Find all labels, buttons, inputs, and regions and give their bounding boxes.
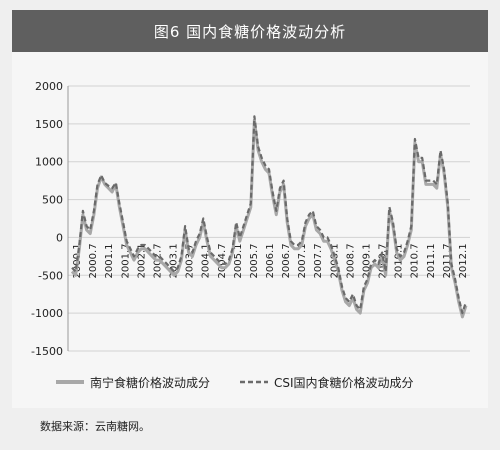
y-tick-label: 2000 <box>35 80 63 93</box>
x-tick-label: 2011.1 <box>426 243 437 278</box>
legend-label: CSI国内食糖价格波动成分 <box>274 375 414 390</box>
legend-label: 南宁食糖价格波动成分 <box>90 375 210 390</box>
x-tick-label: 2004.7 <box>217 243 228 278</box>
x-tick-label: 2003.7 <box>185 243 196 278</box>
chart-title-bar: 图6 国内食糖价格波动分析 <box>12 10 488 52</box>
x-tick-label: 2001.7 <box>120 243 131 278</box>
x-tick-label: 2006.1 <box>265 243 276 278</box>
series-line-1 <box>70 118 468 319</box>
x-tick-label: 2010.7 <box>410 243 421 278</box>
y-tick-label: 500 <box>42 194 63 207</box>
x-tick-label: 2005.7 <box>249 243 260 278</box>
x-tick-label: 2003.1 <box>169 243 180 278</box>
y-tick-label: 1500 <box>35 118 63 131</box>
chart-title: 图6 国内食糖价格波动分析 <box>153 23 347 41</box>
x-tick-label: 2001.1 <box>104 243 115 278</box>
x-tick-label: 2009.1 <box>361 243 372 278</box>
y-tick-label: 1000 <box>35 156 63 169</box>
x-tick-label: 2012.1 <box>458 243 469 278</box>
series-line-2 <box>71 115 468 315</box>
x-tick-label: 2006.7 <box>281 243 292 278</box>
x-tick-label: 2011.7 <box>442 243 453 278</box>
data-source-note: 数据来源：云南糖网。 <box>40 420 150 433</box>
x-tick-label: 2000.7 <box>88 243 99 278</box>
x-tick-label: 2005.1 <box>233 243 244 278</box>
y-tick-label: -1500 <box>31 345 63 358</box>
y-tick-label: -1000 <box>31 307 63 320</box>
y-tick-label: 0 <box>56 231 63 244</box>
y-tick-label: -500 <box>38 269 63 282</box>
x-tick-label: 2007.7 <box>313 243 324 278</box>
x-tick-label: 2004.1 <box>201 243 212 278</box>
x-tick-label: 2002.1 <box>136 243 147 278</box>
chart-panel: 2000 1500 1000 500 0 -500 -1000 -1500 2000.1 2000… <box>12 52 488 408</box>
x-tick-label: 2007.1 <box>297 243 308 278</box>
x-tick-label: 2008.7 <box>345 243 356 278</box>
